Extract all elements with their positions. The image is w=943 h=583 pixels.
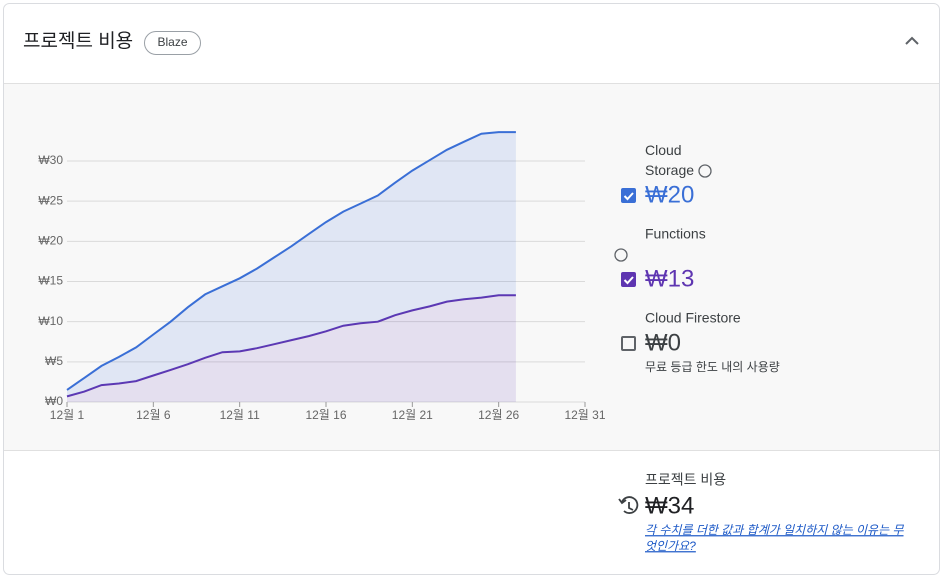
y-tick-label: ₩5 xyxy=(45,354,63,368)
area xyxy=(67,295,516,402)
y-tick-label: ₩20 xyxy=(38,234,63,248)
info-icon xyxy=(698,164,712,178)
summary-label: 프로젝트 비용 xyxy=(645,472,726,488)
checkmark xyxy=(623,276,634,285)
x-tick-label: 12월 11 xyxy=(220,408,261,422)
y-tick-label: ₩25 xyxy=(38,193,63,207)
checkbox[interactable] xyxy=(621,272,636,287)
checkbox[interactable] xyxy=(621,188,636,203)
history-icon xyxy=(618,496,639,514)
collapse-button[interactable] xyxy=(905,36,919,45)
legend: Cloud Storage ₩20 Functions ₩13 xyxy=(614,142,712,292)
plan-label: Blaze xyxy=(157,35,187,49)
summary-total: ₩34 xyxy=(645,492,694,519)
line xyxy=(66,294,516,398)
x-tick-label: 12월 26 xyxy=(478,408,519,422)
legend-name: Cloud Firestore xyxy=(645,310,741,326)
x-tick-label: 12월 21 xyxy=(392,408,433,422)
area xyxy=(67,132,516,397)
x-tick-label: 12월 1 xyxy=(50,408,85,422)
info-icon xyxy=(614,248,628,262)
help-link[interactable]: 각 수치를 더한 값과 합계가 일치하지 않는 이유는 무 xyxy=(645,523,904,537)
help-link[interactable]: 엇인가요? xyxy=(645,539,696,553)
legend-name: Cloud Storage xyxy=(645,142,694,178)
legend-amount: ₩13 xyxy=(645,265,694,292)
x-tick-label: 12월 16 xyxy=(305,408,346,422)
y-tick-label: ₩10 xyxy=(38,314,63,328)
x-tick-label: 12월 6 xyxy=(136,408,171,422)
x-tick-label: 12월 31 xyxy=(564,408,605,422)
card-title: 프로젝트 비용 xyxy=(23,30,133,52)
chart-panel xyxy=(4,84,939,450)
legend-note: 무료 등급 한도 내의 사용량 xyxy=(645,360,780,374)
y-tick-label: ₩15 xyxy=(38,274,63,288)
legend-name: Functions xyxy=(645,226,706,242)
legend-amount: ₩0 xyxy=(645,329,681,356)
checkbox[interactable] xyxy=(621,336,636,351)
plan-chip xyxy=(144,31,201,55)
line xyxy=(66,131,516,391)
chart: ₩0 ₩5 ₩10 ₩15 ₩20 ₩25 ₩30 12월 1 12월 6 12월 11 12월 1… xyxy=(38,131,606,422)
y-tick-label: ₩30 xyxy=(38,153,63,167)
y-tick-label: ₩0 xyxy=(45,394,63,408)
legend-amount: ₩20 xyxy=(645,181,694,208)
checkmark xyxy=(623,192,634,201)
